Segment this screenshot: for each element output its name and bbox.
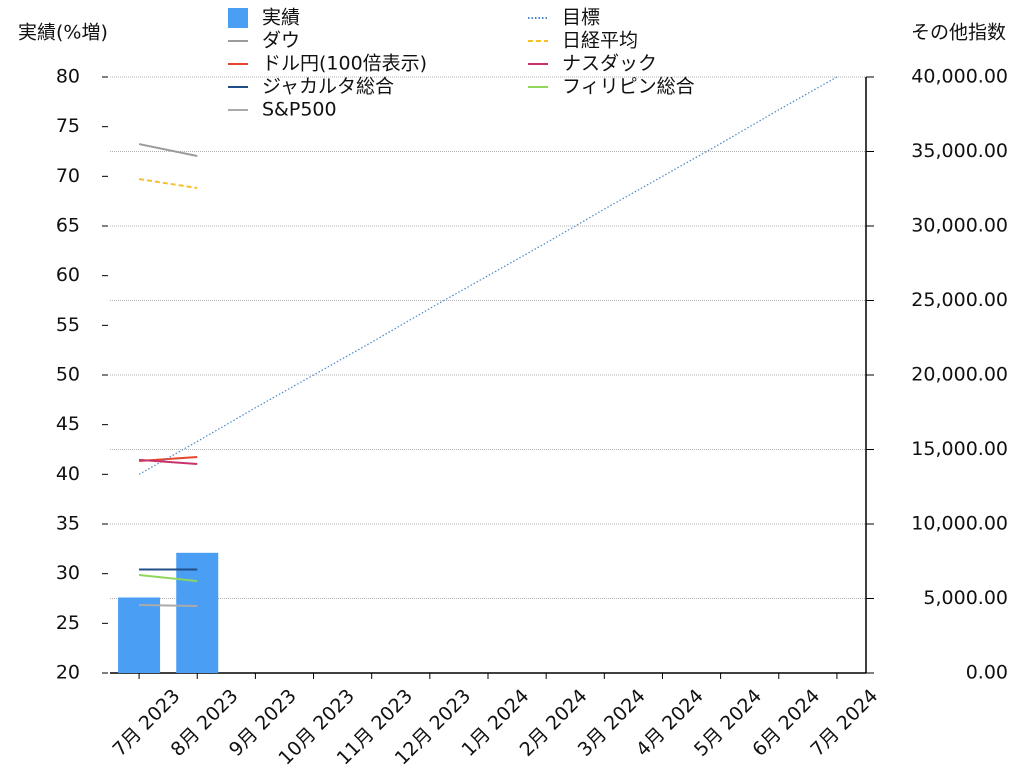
legend-label: ナスダック (562, 53, 657, 75)
legend-label: ダウ (262, 30, 300, 52)
y-tick-label: 70 (56, 165, 80, 187)
y-tick-label: 60 (56, 264, 80, 286)
y-tick-label: 40 (56, 463, 80, 485)
y-tick-label: 65 (56, 215, 80, 237)
y2-tick-label: 15,000.00 (911, 438, 1008, 460)
y2-axis-title: その他指数 (911, 22, 1006, 44)
y2-tick-label: 30,000.00 (911, 215, 1008, 237)
y2-tick-label: 0.00 (966, 662, 1008, 684)
legend-swatch (228, 8, 248, 28)
line (138, 178, 198, 189)
line (139, 458, 198, 465)
legend-label: ドル円(100倍表示) (262, 53, 427, 75)
legend-label: 目標 (562, 7, 600, 29)
y-tick-label: 30 (56, 562, 80, 584)
y-tick-label: 35 (56, 513, 80, 535)
y-tick-label: 75 (56, 115, 80, 137)
y-axis-title: 実績(%増) (18, 22, 108, 44)
legend-label: 実績 (262, 7, 300, 29)
line (138, 76, 838, 475)
y-tick-label: 25 (56, 612, 80, 634)
y2-tick-label: 10,000.00 (911, 513, 1008, 535)
line (138, 143, 198, 157)
bar (176, 552, 219, 673)
y-tick-label: 50 (56, 364, 80, 386)
y-tick-label: 20 (56, 662, 80, 684)
legend-label: 日経平均 (562, 30, 638, 52)
y-tick-label: 45 (56, 413, 80, 435)
y-tick-label: 55 (56, 314, 80, 336)
y2-tick-label: 40,000.00 (911, 66, 1008, 88)
line (139, 604, 198, 607)
y2-tick-label: 35,000.00 (911, 140, 1008, 162)
y2-tick-label: 5,000.00 (923, 587, 1008, 609)
legend-label: ジャカルタ総合 (262, 76, 394, 98)
legend-label: S&P500 (262, 99, 337, 121)
bar (118, 597, 161, 673)
line (138, 573, 198, 583)
legend-label: フィリピン総合 (562, 76, 695, 98)
y-tick-label: 80 (56, 66, 80, 88)
y2-tick-label: 25,000.00 (911, 289, 1008, 311)
y2-tick-label: 20,000.00 (911, 364, 1008, 386)
